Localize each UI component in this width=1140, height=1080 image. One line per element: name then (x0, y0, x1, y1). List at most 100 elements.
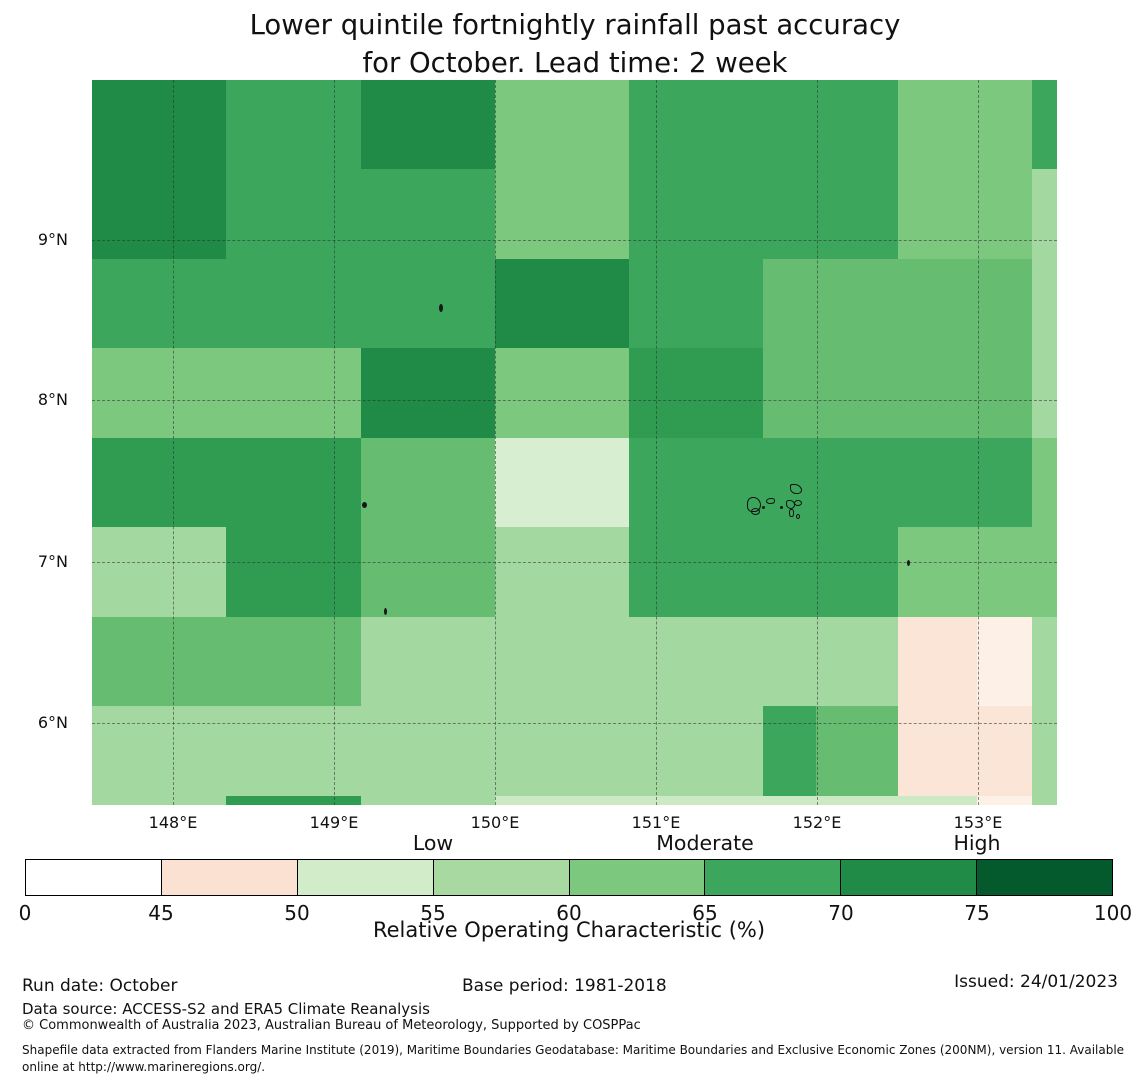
data-source-text: Data source: ACCESS-S2 and ERA5 Climate … (22, 1000, 430, 1018)
map-cell (495, 796, 977, 805)
figure-title-line2: for October. Lead time: 2 week (362, 47, 788, 79)
map-cell (92, 169, 226, 259)
longitude-gridline (817, 80, 818, 805)
map-cell (816, 706, 898, 796)
island-outline (762, 506, 765, 509)
colorbar-segment (297, 860, 434, 895)
map-cell (629, 527, 898, 617)
island-outline (794, 500, 802, 506)
shapefile-attribution-line2: online at http://www.marineregions.org/. (22, 1060, 266, 1074)
map-cell (898, 80, 1032, 169)
map-cell (92, 706, 763, 796)
map-cell (763, 706, 816, 796)
run-date-text: Run date: October (22, 976, 178, 996)
colorbar-segment (569, 860, 706, 895)
map-cell (226, 796, 361, 805)
colorbar-tick-label: 65 (692, 901, 718, 925)
island-outline (796, 514, 800, 519)
map-cell (977, 796, 1032, 805)
map-cell (1032, 348, 1057, 438)
map-cell (92, 527, 226, 617)
map-cell (898, 617, 977, 706)
map-cell (495, 169, 629, 259)
colorbar-tick-label: 45 (148, 901, 174, 925)
colorbar (25, 859, 1113, 896)
map-cell (898, 169, 1032, 259)
base-period-text: Base period: 1981-2018 (462, 976, 667, 996)
island-outline (907, 560, 910, 566)
island-outline (751, 508, 760, 515)
map-cell (92, 348, 361, 438)
colorbar-category-label: Moderate (656, 831, 754, 855)
map-cell (763, 259, 1032, 348)
copyright-text: © Commonwealth of Australia 2023, Austra… (22, 1018, 641, 1033)
map-cell (92, 617, 361, 706)
latitude-gridline (92, 240, 1057, 241)
longitude-gridline (978, 80, 979, 805)
x-tick-label: 149°E (309, 813, 359, 832)
colorbar-category-label: Low (412, 831, 454, 855)
shapefile-attribution-line1: Shapefile data extracted from Flanders M… (22, 1043, 1125, 1057)
map-cell (1032, 438, 1057, 527)
map-cell (977, 617, 1032, 706)
x-tick-label: 152°E (792, 813, 842, 832)
map-cell (629, 169, 898, 259)
map-cell (629, 348, 763, 438)
map-cell (629, 259, 763, 348)
x-tick-label: 153°E (953, 813, 1003, 832)
figure-title: Lower quintile fortnightly rainfall past… (70, 6, 1080, 82)
latitude-gridline (92, 562, 1057, 563)
island-outline (439, 304, 443, 312)
y-tick-label: 9°N (37, 230, 68, 249)
map-cell (495, 527, 629, 617)
issued-date-text: Issued: 24/01/2023 (954, 972, 1118, 992)
colorbar-segment (705, 860, 842, 895)
colorbar-tick-label: 70 (828, 901, 854, 925)
map-cell (361, 796, 495, 805)
map-cell (898, 706, 1032, 796)
map-cell (1032, 80, 1057, 169)
figure-title-line1: Lower quintile fortnightly rainfall past… (249, 9, 901, 41)
island-outline (790, 484, 802, 494)
map-cell (1032, 169, 1057, 259)
map-cell (495, 80, 629, 169)
longitude-gridline (173, 80, 174, 805)
map-cell (92, 80, 226, 169)
colorbar-category-label: High (953, 831, 1001, 855)
colorbar-tick-label: 50 (284, 901, 310, 925)
colorbar-tick-label: 55 (420, 901, 446, 925)
map-cell (898, 527, 1057, 617)
map-cell (92, 438, 361, 527)
map-cell (629, 438, 1032, 527)
island-outline (384, 608, 387, 615)
map-cell (361, 527, 495, 617)
shapefile-attribution: Shapefile data extracted from Flanders M… (22, 1042, 1132, 1076)
island-outline (780, 506, 783, 509)
latitude-gridline (92, 723, 1057, 724)
map-cell (1032, 617, 1057, 706)
map-cell (1032, 259, 1057, 348)
x-tick-label: 150°E (470, 813, 520, 832)
map-cell (361, 348, 495, 438)
x-tick-label: 148°E (148, 813, 198, 832)
colorbar-tick-label: 75 (964, 901, 990, 925)
map-cell (226, 80, 361, 169)
x-tick-label: 151°E (631, 813, 681, 832)
island-outline (789, 509, 794, 517)
latitude-gridline (92, 400, 1057, 401)
map-cell (226, 169, 495, 259)
y-tick-label: 6°N (37, 713, 68, 732)
map-cell (226, 527, 361, 617)
y-tick-label: 8°N (37, 390, 68, 409)
colorbar-tick-label: 100 (1093, 901, 1133, 925)
island-outline (766, 498, 775, 504)
map-cell (1032, 796, 1057, 805)
map-cell (1032, 706, 1057, 796)
colorbar-segment (433, 860, 570, 895)
colorbar-title: Relative Operating Characteristic (%) (372, 918, 766, 942)
map-cell (495, 259, 629, 348)
map-cell (629, 80, 898, 169)
y-tick-label: 7°N (37, 552, 68, 571)
colorbar-tick-label: 0 (18, 901, 32, 925)
